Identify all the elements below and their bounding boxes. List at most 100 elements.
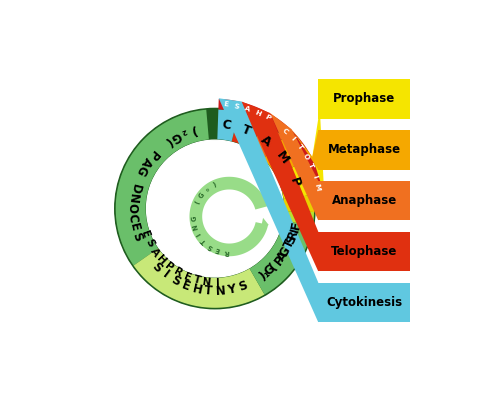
Text: M: M xyxy=(274,149,291,167)
Text: ₀: ₀ xyxy=(204,186,210,192)
FancyBboxPatch shape xyxy=(318,79,410,119)
Text: Cytokinesis: Cytokinesis xyxy=(326,296,402,309)
FancyBboxPatch shape xyxy=(318,130,410,170)
Polygon shape xyxy=(218,109,239,141)
Text: T: T xyxy=(200,237,208,244)
Text: S: S xyxy=(234,103,240,110)
Polygon shape xyxy=(263,137,302,176)
Text: E: E xyxy=(223,101,228,108)
Text: S: S xyxy=(207,242,214,250)
Text: S: S xyxy=(149,259,164,275)
Text: P: P xyxy=(264,114,271,122)
Polygon shape xyxy=(190,177,268,256)
Text: O: O xyxy=(302,152,310,160)
Polygon shape xyxy=(276,162,313,199)
Text: F: F xyxy=(288,221,303,231)
Text: A: A xyxy=(258,133,274,150)
Polygon shape xyxy=(270,113,318,221)
Polygon shape xyxy=(283,211,314,226)
Text: I: I xyxy=(216,278,220,288)
Text: G: G xyxy=(168,128,183,144)
Text: G: G xyxy=(134,163,150,178)
Text: P: P xyxy=(272,253,287,267)
Text: H: H xyxy=(254,109,262,117)
Text: G: G xyxy=(277,244,293,260)
Text: S: S xyxy=(237,279,250,294)
Text: N: N xyxy=(126,192,140,204)
Polygon shape xyxy=(218,99,324,195)
Text: C: C xyxy=(126,213,140,223)
Text: A: A xyxy=(148,246,162,258)
Text: ): ) xyxy=(212,181,217,188)
Text: (: ( xyxy=(194,199,200,205)
Text: P: P xyxy=(288,176,302,189)
Polygon shape xyxy=(116,110,209,266)
Polygon shape xyxy=(219,98,318,322)
Polygon shape xyxy=(284,195,314,212)
Polygon shape xyxy=(292,129,318,170)
Text: A: A xyxy=(244,105,251,113)
Text: M: M xyxy=(314,183,321,191)
Text: R: R xyxy=(224,248,229,254)
Text: O: O xyxy=(126,203,139,213)
Text: C: C xyxy=(221,118,232,132)
Polygon shape xyxy=(312,79,324,193)
Text: E: E xyxy=(215,246,221,253)
Polygon shape xyxy=(134,248,264,308)
Text: (: ( xyxy=(267,261,280,273)
Polygon shape xyxy=(260,218,268,229)
Text: N: N xyxy=(215,284,226,298)
Text: S: S xyxy=(284,233,299,246)
Text: T: T xyxy=(306,162,314,170)
Text: H: H xyxy=(155,254,168,267)
Text: (: ( xyxy=(161,134,173,148)
Text: A: A xyxy=(274,249,290,263)
Text: P: P xyxy=(145,147,160,162)
Text: Anaphase: Anaphase xyxy=(332,194,397,207)
Text: I: I xyxy=(311,174,318,178)
Text: E: E xyxy=(140,229,151,239)
FancyBboxPatch shape xyxy=(318,282,410,322)
Text: I: I xyxy=(288,227,302,234)
Text: H: H xyxy=(191,282,203,297)
Text: S: S xyxy=(144,238,156,249)
Text: G: G xyxy=(198,191,205,199)
Text: E: E xyxy=(180,278,192,294)
Text: ): ) xyxy=(256,269,268,283)
Text: Y: Y xyxy=(226,282,237,297)
Text: ₂: ₂ xyxy=(180,125,189,139)
Text: ): ) xyxy=(189,122,198,136)
Text: E: E xyxy=(127,222,142,233)
Text: T: T xyxy=(192,275,202,286)
Text: G: G xyxy=(262,262,278,278)
Text: T: T xyxy=(282,237,298,250)
Circle shape xyxy=(146,140,284,277)
Text: P: P xyxy=(163,261,175,273)
Text: E: E xyxy=(182,271,192,283)
Text: I: I xyxy=(290,135,296,142)
Text: S: S xyxy=(168,273,182,289)
Text: T: T xyxy=(240,123,253,138)
Polygon shape xyxy=(250,123,284,159)
Polygon shape xyxy=(250,221,312,294)
Text: Metaphase: Metaphase xyxy=(328,143,401,156)
Circle shape xyxy=(114,108,315,309)
Text: ₁: ₁ xyxy=(260,267,272,280)
Polygon shape xyxy=(232,112,264,149)
Text: A: A xyxy=(138,154,154,169)
Text: I: I xyxy=(196,232,202,237)
Text: Prophase: Prophase xyxy=(333,93,396,105)
Text: T: T xyxy=(296,143,304,151)
Text: D: D xyxy=(127,183,142,195)
Text: C: C xyxy=(281,127,289,135)
Text: I: I xyxy=(160,268,171,281)
Text: Telophase: Telophase xyxy=(331,245,398,258)
Text: T: T xyxy=(204,284,213,298)
Text: S: S xyxy=(130,230,145,243)
FancyBboxPatch shape xyxy=(318,232,410,271)
Text: R: R xyxy=(172,266,184,279)
FancyBboxPatch shape xyxy=(318,181,410,221)
Text: N: N xyxy=(202,277,212,288)
Text: G: G xyxy=(191,216,198,221)
Text: R: R xyxy=(286,228,301,241)
